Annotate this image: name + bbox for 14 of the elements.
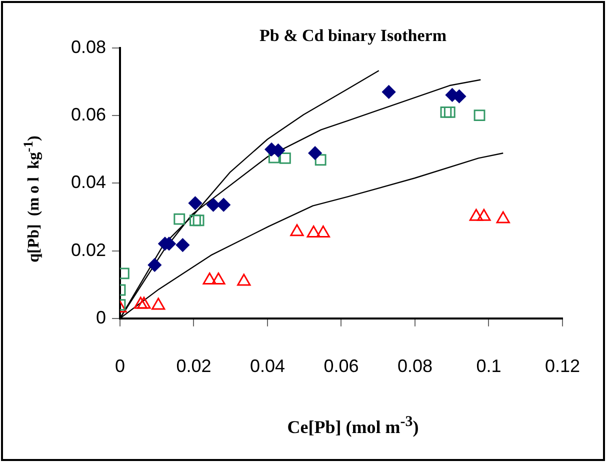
y-tick-label: 0.06 <box>70 104 106 125</box>
y-tick-label: 0 <box>96 307 106 328</box>
y-tick-label: 0.02 <box>70 240 106 260</box>
x-tick-label: 0.02 <box>176 356 212 376</box>
y-tick-label: 0.08 <box>70 36 106 57</box>
x-tick-label: 0.1 <box>476 356 502 376</box>
chart-title: Pb & Cd binary Isotherm <box>258 26 448 46</box>
x-tick-label: 0 <box>114 356 126 376</box>
x-tick-label: 0.12 <box>544 356 580 376</box>
x-tick-label: 0.08 <box>397 356 433 376</box>
x-axis-title: Ce[Pb] (mol m$^{-3}$) <box>286 414 420 438</box>
x-tick-label: 0.06 <box>324 356 359 376</box>
x-tick-label: 0.04 <box>250 356 286 376</box>
y-tick-label: 0.04 <box>70 172 106 192</box>
